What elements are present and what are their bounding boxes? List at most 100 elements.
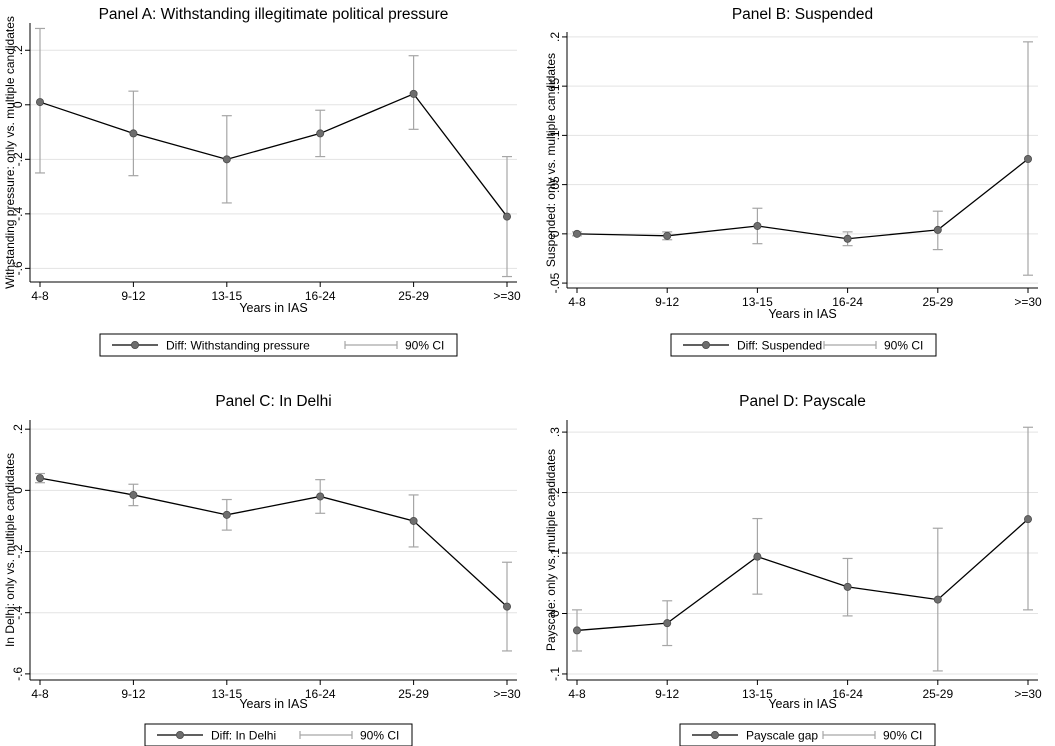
y-tick-label: .2 xyxy=(548,32,562,42)
chart-title: Panel A: Withstanding illegitimate polit… xyxy=(99,6,449,23)
panel-a: Panel A: Withstanding illegitimate polit… xyxy=(3,6,521,357)
x-tick-label: 13-15 xyxy=(742,295,773,309)
x-tick-label: 16-24 xyxy=(305,687,336,701)
x-tick-label: 4-8 xyxy=(31,687,49,701)
x-tick-label: 16-24 xyxy=(832,687,863,701)
y-tick-label: .1 xyxy=(548,130,562,140)
data-point xyxy=(316,492,325,501)
y-tick-label: .1 xyxy=(548,548,562,558)
panel-b: Panel B: Suspended .2 .15 .1 .05 0 -.05 4-8 9-12… xyxy=(544,6,1042,357)
x-tick-label: 4-8 xyxy=(31,289,49,303)
data-point xyxy=(933,225,942,234)
data-point xyxy=(843,582,852,591)
x-tick-label: 9-12 xyxy=(655,295,679,309)
legend-ci-label: 90% CI xyxy=(883,729,922,743)
legend-ci-label: 90% CI xyxy=(360,729,399,743)
legend-marker-sample xyxy=(711,731,720,740)
data-point xyxy=(36,98,45,107)
data-point xyxy=(222,155,231,164)
legend: Payscale gap 90% CI xyxy=(679,723,936,746)
data-point xyxy=(409,516,418,525)
y-tick-label: -.2 xyxy=(11,544,25,558)
data-point xyxy=(753,221,762,230)
x-axis-title: Years in IAS xyxy=(768,307,836,321)
legend-ci-label: 90% CI xyxy=(884,339,923,353)
data-point xyxy=(316,129,325,138)
y-tick-label: .2 xyxy=(11,45,25,55)
x-tick-label: 13-15 xyxy=(211,687,242,701)
y-tick-label: .15 xyxy=(548,77,562,94)
x-tick-label: 25-29 xyxy=(398,687,429,701)
x-tick-label: 25-29 xyxy=(398,289,429,303)
legend-marker-sample xyxy=(175,731,184,740)
legend-marker-sample xyxy=(130,340,139,349)
data-point xyxy=(1024,515,1033,524)
legend-series-label: Diff: In Delhi xyxy=(211,729,276,743)
data-point xyxy=(129,490,138,499)
x-tick-label: 13-15 xyxy=(211,289,242,303)
chart-title: Panel B: Suspended xyxy=(732,6,873,23)
legend-series-label: Diff: Withstanding pressure xyxy=(166,339,310,353)
data-point xyxy=(573,229,582,238)
y-axis-title: In Delhi: only vs. multiple candidates xyxy=(3,453,17,647)
x-tick-label: 9-12 xyxy=(121,687,145,701)
data-point xyxy=(502,212,511,221)
y-tick-label: -.6 xyxy=(11,667,25,681)
legend-box xyxy=(144,723,413,746)
panel-c: Panel C: In Delhi .2 0 -.2 -.4 -.6 4-8 9-12 13-1… xyxy=(3,393,521,746)
x-tick-label: 9-12 xyxy=(121,289,145,303)
x-tick-label: 25-29 xyxy=(922,295,953,309)
chart-title: Panel C: In Delhi xyxy=(215,393,331,410)
y-tick-label: .2 xyxy=(11,424,25,434)
y-tick-label: 0 xyxy=(548,230,562,237)
data-point xyxy=(753,552,762,561)
data-point xyxy=(1024,155,1033,164)
legend: Diff: In Delhi 90% CI xyxy=(144,723,413,746)
x-tick-label: 4-8 xyxy=(568,687,586,701)
y-tick-label: -.6 xyxy=(11,261,25,275)
x-tick-label: 16-24 xyxy=(305,289,336,303)
y-tick-label: -.4 xyxy=(11,605,25,619)
legend-ci-label: 90% CI xyxy=(405,339,444,353)
x-axis-title: Years in IAS xyxy=(239,697,307,711)
data-point xyxy=(502,602,511,611)
data-point xyxy=(663,619,672,628)
series-line xyxy=(39,93,508,217)
data-point xyxy=(222,510,231,519)
legend-series-label: Payscale gap xyxy=(746,729,818,743)
y-axis-title: Payscale: only vs. multiple candidates xyxy=(544,449,558,651)
data-point xyxy=(129,129,138,138)
y-tick-label: -.4 xyxy=(11,207,25,221)
legend-marker-sample xyxy=(702,340,711,349)
data-point xyxy=(409,89,418,98)
series-line xyxy=(576,158,1029,240)
y-tick-label: 0 xyxy=(11,101,25,108)
x-tick-label: 16-24 xyxy=(832,295,863,309)
data-point xyxy=(573,626,582,635)
x-axis-title: Years in IAS xyxy=(239,301,307,315)
panel-d: Panel D: Payscale .3 .2 .1 0 -.1 4-8 9-12 13-15 1… xyxy=(544,393,1042,746)
y-tick-label: 0 xyxy=(11,487,25,494)
legend: Diff: Suspended 90% CI xyxy=(670,333,937,357)
x-tick-label: 9-12 xyxy=(655,687,679,701)
series-line xyxy=(576,518,1029,632)
y-axis-title: Withstanding pressure: only vs. multiple… xyxy=(3,16,17,289)
y-axis-title: Suspended: only vs. multiple candidates xyxy=(544,53,558,267)
x-tick-label: >=30 xyxy=(1014,687,1042,701)
x-tick-label: >=30 xyxy=(1014,295,1042,309)
series-line xyxy=(39,477,508,608)
x-tick-label: 25-29 xyxy=(922,687,953,701)
y-tick-label: 0 xyxy=(548,610,562,617)
y-tick-label: .2 xyxy=(548,487,562,497)
data-point xyxy=(663,231,672,240)
legend-series-label: Diff: Suspended xyxy=(737,339,822,353)
legend: Diff: Withstanding pressure 90% CI xyxy=(99,333,458,357)
chart-title: Panel D: Payscale xyxy=(739,393,866,410)
x-tick-label: >=30 xyxy=(493,687,521,701)
legend-box xyxy=(679,723,936,746)
x-axis-title: Years in IAS xyxy=(768,697,836,711)
y-tick-label: -.05 xyxy=(548,272,562,293)
legend-box xyxy=(670,333,937,357)
x-tick-label: 4-8 xyxy=(568,295,586,309)
